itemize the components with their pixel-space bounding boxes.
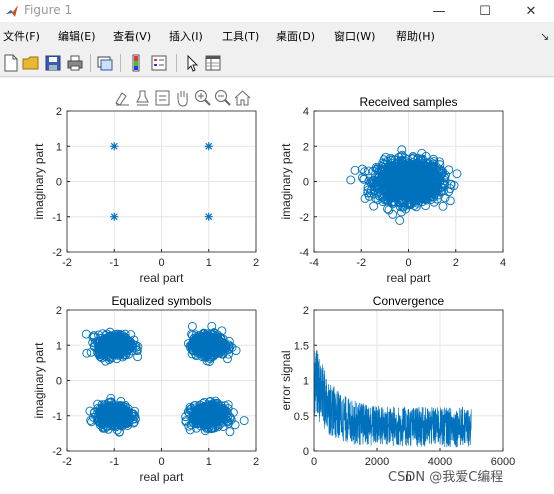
menu-file[interactable]: 文件(F) <box>3 30 40 43</box>
data-tips-icon[interactable] <box>133 88 152 108</box>
window-title: Figure 1 <box>24 3 73 17</box>
save-icon[interactable] <box>44 54 62 72</box>
pan-icon[interactable] <box>173 88 192 108</box>
new-figure-icon[interactable] <box>2 54 20 72</box>
home-icon[interactable] <box>233 88 252 108</box>
link-plot-icon[interactable] <box>96 54 114 72</box>
matlab-logo-icon <box>6 5 18 17</box>
maximize-button[interactable]: ☐ <box>479 3 491 19</box>
menu-view[interactable]: 查看(V) <box>113 30 152 43</box>
print-icon[interactable] <box>66 54 84 72</box>
zoom-in-icon[interactable] <box>193 88 212 108</box>
axes-toolbar <box>113 88 252 110</box>
toolbar-separator <box>176 54 177 72</box>
legend-icon[interactable] <box>150 54 168 72</box>
open-folder-icon[interactable] <box>22 54 40 72</box>
minimize-button[interactable]: — <box>432 3 446 19</box>
colorbar-icon[interactable] <box>127 54 145 72</box>
menu-help[interactable]: 帮助(H) <box>396 30 435 43</box>
menu-window[interactable]: 窗口(W) <box>334 30 376 43</box>
toolbar-separator <box>120 54 121 72</box>
property-inspector-icon[interactable] <box>204 54 222 72</box>
window-title-bar: Figure 1 — ☐ ✕ <box>0 0 554 22</box>
menu-edit[interactable]: 编辑(E) <box>58 30 96 43</box>
figure-canvas <box>0 78 554 494</box>
watermark: CSDN @我爱C编程 <box>388 470 504 485</box>
figure-toolbar <box>0 50 554 77</box>
menu-insert[interactable]: 插入(I) <box>169 30 203 43</box>
close-button[interactable]: ✕ <box>525 3 537 19</box>
dock-arrow-icon[interactable]: ↘ <box>540 30 550 43</box>
menu-tools[interactable]: 工具(T) <box>222 30 260 43</box>
pointer-icon[interactable] <box>183 54 201 72</box>
export-icon[interactable] <box>153 88 172 108</box>
menu-desktop[interactable]: 桌面(D) <box>276 30 316 43</box>
menu-bar: 文件(F) 编辑(E) 查看(V) 插入(I) 工具(T) 桌面(D) 窗口(W… <box>0 26 554 46</box>
toolbar-separator <box>90 54 91 72</box>
zoom-out-icon[interactable] <box>213 88 232 108</box>
brush-icon[interactable] <box>113 88 132 108</box>
